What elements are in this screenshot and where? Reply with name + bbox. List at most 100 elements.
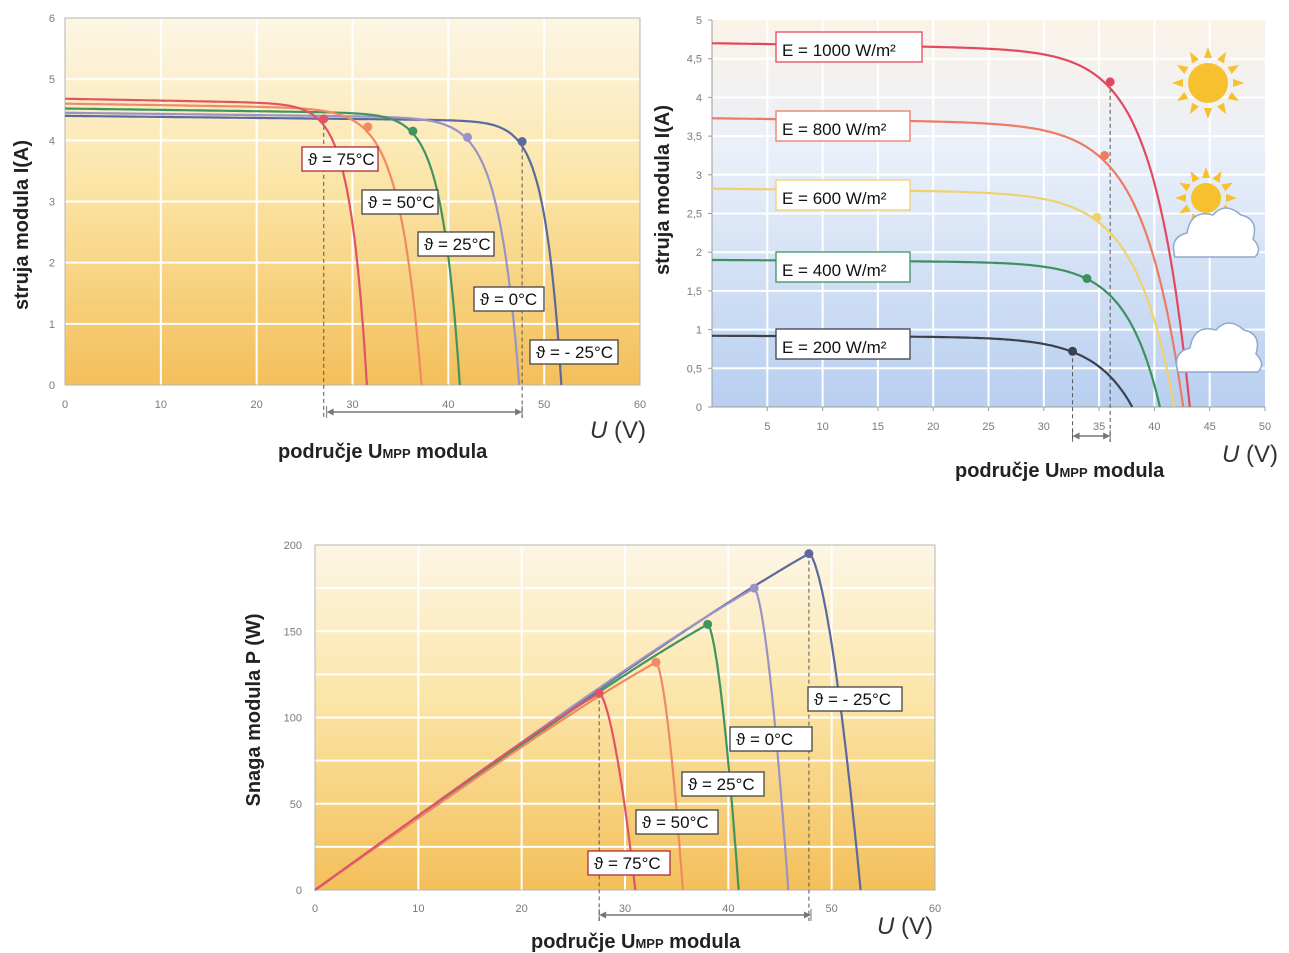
series-label-box-t_m25 xyxy=(529,339,619,365)
x-tick-label: 50 xyxy=(826,903,838,915)
mpp-point-t_m25 xyxy=(804,549,814,559)
series-line-t_25 xyxy=(65,107,461,386)
series-label-box-t_0 xyxy=(473,286,545,312)
y-axis-label: Snaga modula P (W) xyxy=(243,614,265,807)
series-label-e_800: E = 800 W/m² xyxy=(782,120,887,139)
sun-icon-full xyxy=(1172,47,1244,119)
x-tick-label: 30 xyxy=(346,399,358,411)
y-tick-label: 0 xyxy=(296,885,302,897)
mpp-point-e_1000 xyxy=(1105,77,1115,87)
mpp-point-e_600 xyxy=(1092,212,1102,222)
y-tick-label: 3 xyxy=(696,170,702,182)
mpp-range-tail: modula xyxy=(411,441,489,463)
y-tick-label: 2,5 xyxy=(687,209,702,221)
sun-ray xyxy=(1176,92,1189,101)
series-label-box-t_75 xyxy=(587,850,671,876)
series-label-t_50: ϑ = 50°C xyxy=(642,813,709,832)
mpp-point-t_75 xyxy=(594,688,604,698)
y-tick-label: 0,5 xyxy=(687,363,702,375)
series-label-box-t_75 xyxy=(301,146,379,172)
x-tick-label: 40 xyxy=(1148,421,1160,433)
x-tick-label: 50 xyxy=(1259,421,1271,433)
series-label-box-e_800 xyxy=(775,110,911,142)
y-tick-label: 3 xyxy=(49,197,55,209)
mpp-range-arrowhead-right xyxy=(515,408,523,416)
y-tick-label: 1 xyxy=(49,319,55,331)
y-tick-label: 50 xyxy=(290,799,302,811)
series-label-box-t_25 xyxy=(681,771,765,797)
mpp-range-arrowhead-left xyxy=(326,408,334,416)
y-axis-label: struja modula I(A) xyxy=(11,140,33,310)
x-axis-unit: (V) xyxy=(1239,441,1278,468)
sun-ray xyxy=(1227,65,1240,74)
y-tick-label: 4,5 xyxy=(687,54,702,66)
sun-ray xyxy=(1212,171,1222,183)
x-tick-label: 20 xyxy=(251,399,263,411)
x-tick-label: 20 xyxy=(927,421,939,433)
sun-ray xyxy=(1202,167,1210,178)
x-tick-label: 0 xyxy=(62,399,68,411)
x-axis-label: U (V) xyxy=(590,417,646,444)
series-label-box-e_200 xyxy=(775,328,911,360)
series-line-t_0 xyxy=(65,111,521,386)
sun-ray xyxy=(1204,108,1212,119)
x-tick-label: 30 xyxy=(1038,421,1050,433)
series-label-box-e_400 xyxy=(775,251,911,283)
sun-ray xyxy=(1217,51,1226,64)
series-label-e_400: E = 400 W/m² xyxy=(782,261,887,280)
sun-ray xyxy=(1233,79,1244,87)
x-axis-label: U (V) xyxy=(877,913,933,940)
series-label-t_25: ϑ = 25°C xyxy=(688,775,755,794)
mpp-point-t_m25 xyxy=(517,137,527,147)
cloud-icon-overcast xyxy=(1175,322,1263,373)
mpp-point-t_25 xyxy=(703,619,713,629)
sun-ray xyxy=(1176,65,1189,74)
y-tick-label: 3,5 xyxy=(687,131,702,143)
series-label-t_0: ϑ = 0°C xyxy=(736,730,793,749)
series-line-t_50 xyxy=(64,102,423,386)
x-tick-label: 10 xyxy=(816,421,828,433)
sun-ray xyxy=(1175,194,1186,202)
x-axis-unit: (V) xyxy=(607,417,646,444)
y-tick-label: 200 xyxy=(284,540,302,552)
x-tick-label: 45 xyxy=(1204,421,1216,433)
sun-ray xyxy=(1179,182,1191,192)
series-label-t_m25: ϑ = - 25°C xyxy=(814,690,891,709)
series-label-t_0: ϑ = 0°C xyxy=(480,290,537,309)
x-tick-label: 10 xyxy=(155,399,167,411)
series-label-t_25: ϑ = 25°C xyxy=(424,235,491,254)
mpp-range-label: područje UMPP modula xyxy=(531,931,741,953)
series-label-box-t_m25 xyxy=(807,686,903,712)
mpp-range-text: područje U xyxy=(531,931,635,953)
x-tick-label: 40 xyxy=(722,903,734,915)
y-tick-label: 2 xyxy=(49,258,55,270)
x-tick-label: 20 xyxy=(516,903,528,915)
y-tick-label: 5 xyxy=(696,15,702,27)
mpp-point-t_25 xyxy=(408,126,418,136)
sun-ray xyxy=(1172,79,1183,87)
x-tick-label: 50 xyxy=(538,399,550,411)
series-line-t_75 xyxy=(64,97,368,386)
mpp-point-t_50 xyxy=(363,122,373,132)
series-label-box-t_25 xyxy=(417,231,495,257)
x-axis-symbol: U xyxy=(877,913,895,940)
mpp-range-arrowhead-right xyxy=(1103,432,1111,440)
mpp-range-subscript: MPP xyxy=(1059,465,1088,480)
mpp-range-arrowhead-left xyxy=(599,911,607,919)
x-axis-symbol: U xyxy=(1222,441,1240,468)
y-tick-label: 5 xyxy=(49,74,55,86)
series-label-t_75: ϑ = 75°C xyxy=(594,854,661,873)
cloud-icon-partial xyxy=(1172,207,1260,258)
x-tick-label: 40 xyxy=(442,399,454,411)
series-label-box-t_0 xyxy=(729,726,813,752)
mpp-range-arrowhead-right xyxy=(804,911,811,919)
mpp-range-tail: modula xyxy=(664,931,742,953)
sun-ray xyxy=(1226,194,1237,202)
chart-power-temperature: 0 10 20 30 40 50 60 0 50 100 150 200 Snaga modula P … xyxy=(243,540,941,953)
mpp-range-tail: modula xyxy=(1088,460,1166,482)
sun-ray xyxy=(1204,47,1212,58)
x-tick-label: 25 xyxy=(982,421,994,433)
chart-current-temperature: 0 10 20 30 40 50 60 0 1 2 3 4 5 6 struja modula I(A) U … xyxy=(11,13,646,463)
y-tick-label: 2 xyxy=(696,247,702,259)
sun-ray xyxy=(1227,92,1240,101)
